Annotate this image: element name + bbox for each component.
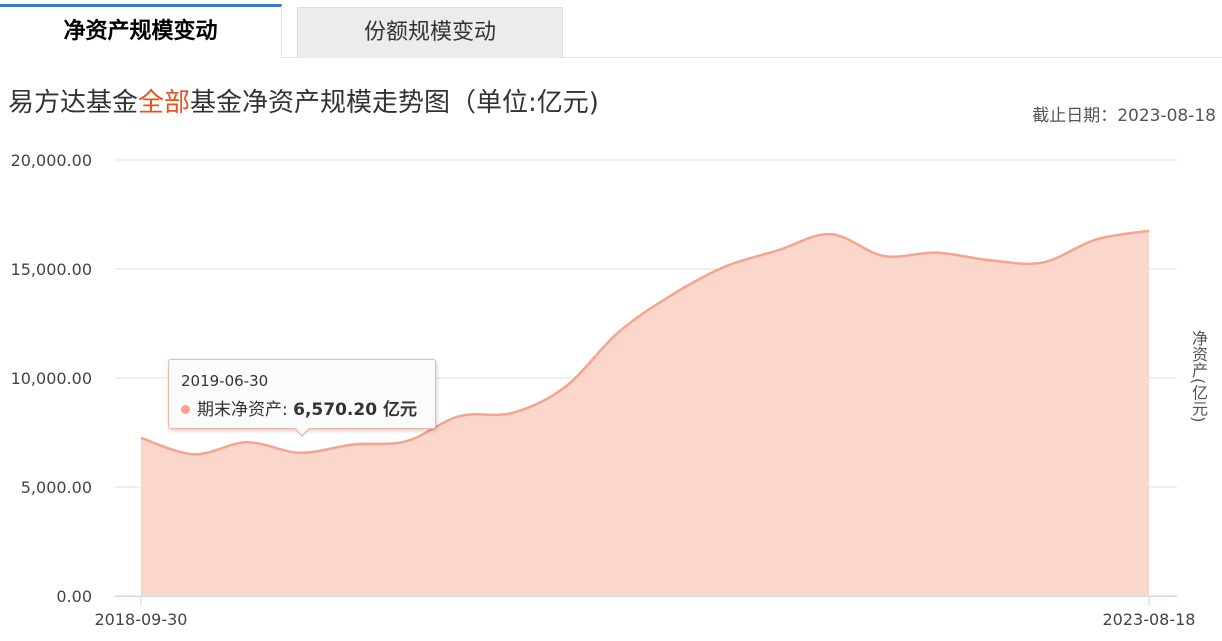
data-point xyxy=(298,451,302,455)
tab-bar: 净资产规模变动 份额规模变动 xyxy=(0,0,1222,58)
chart-title: 易方达基金全部基金净资产规模走势图（单位:亿元) xyxy=(8,82,599,119)
tooltip-row: 期末净资产: 6,570.20 亿元 xyxy=(181,395,435,420)
title-suffix: 基金净资产规模走势图（单位:亿元) xyxy=(190,88,599,118)
data-point xyxy=(723,265,727,269)
data-point xyxy=(882,254,886,258)
x-tick-label: 2023-08-18 xyxy=(1103,610,1196,629)
y-tick-label: 5,000.00 xyxy=(21,478,92,497)
tooltip-value: 6,570.20 亿元 xyxy=(293,400,417,420)
cutoff-date: 截止日期：2023-08-18 xyxy=(1032,106,1216,126)
data-point xyxy=(1041,260,1045,264)
data-point xyxy=(563,385,567,389)
data-point xyxy=(670,293,674,297)
data-point xyxy=(1094,238,1098,242)
data-point xyxy=(829,232,833,236)
tooltip-label: 期末净资产: xyxy=(197,400,294,420)
y-tick-label: 20,000.00 xyxy=(11,151,92,170)
series-dot-icon xyxy=(181,405,190,414)
data-point xyxy=(245,440,249,444)
series-area xyxy=(141,230,1149,596)
data-point xyxy=(404,439,408,443)
tab-net-assets[interactable]: 净资产规模变动 xyxy=(0,4,282,58)
title-highlight[interactable]: 全部 xyxy=(138,88,191,118)
y-axis-title: 净资产(亿元) xyxy=(1189,330,1208,423)
tab-shares[interactable]: 份额规模变动 xyxy=(297,7,563,58)
data-point xyxy=(616,330,620,334)
y-tick-label: 10,000.00 xyxy=(11,369,92,388)
data-point xyxy=(457,414,461,418)
data-point xyxy=(776,248,780,252)
tooltip-pointer-inner xyxy=(294,427,310,435)
data-point xyxy=(139,436,143,440)
data-point xyxy=(988,258,992,262)
y-tick-label: 0.00 xyxy=(56,587,92,606)
x-tick-label: 2018-09-30 xyxy=(95,610,188,629)
tab-divider xyxy=(0,57,1222,58)
area-chart[interactable]: 20,000.0015,000.0010,000.005,000.000.002… xyxy=(0,140,1222,641)
series-line xyxy=(140,229,1150,456)
data-point xyxy=(1147,229,1151,233)
y-tick-label: 15,000.00 xyxy=(11,260,92,279)
data-point xyxy=(935,251,939,255)
title-prefix: 易方达基金 xyxy=(8,88,139,118)
data-point xyxy=(192,452,196,456)
tooltip-date: 2019-06-30 xyxy=(181,372,269,390)
chart-tooltip: 2019-06-30 期末净资产: 6,570.20 亿元 xyxy=(168,359,436,437)
data-point xyxy=(510,411,514,415)
data-point xyxy=(351,442,355,446)
